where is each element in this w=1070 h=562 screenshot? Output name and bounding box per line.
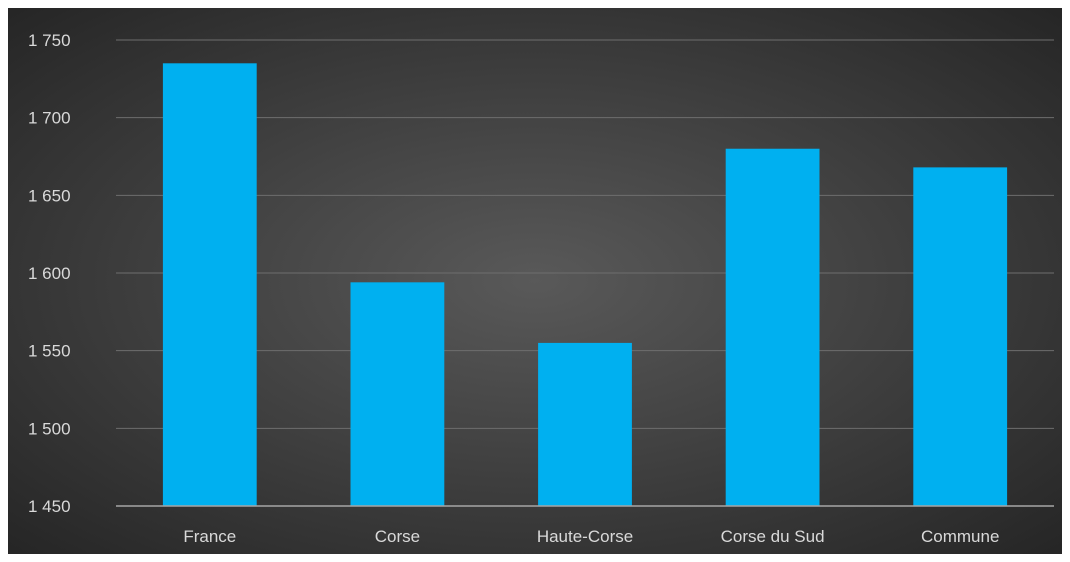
bar-commune [913, 167, 1008, 506]
x-category-label: Corse du Sud [721, 527, 825, 546]
x-category-label: Commune [921, 527, 999, 546]
y-tick-label: 1 500 [28, 419, 71, 438]
chart-container: 1 450 1 500 1 550 1 600 1 650 1 700 1 750 Fran… [8, 8, 1062, 554]
bar-chart: 1 450 1 500 1 550 1 600 1 650 1 700 1 750 Fran… [8, 8, 1062, 554]
x-category-label: France [183, 527, 236, 546]
x-axis-category-labels: France Corse Haute-Corse Corse du Sud Commun… [183, 527, 999, 546]
bars [162, 63, 1008, 507]
bar-france [162, 63, 257, 507]
y-tick-label: 1 750 [28, 31, 71, 50]
y-tick-label: 1 600 [28, 264, 71, 283]
bar-corse-du-sud [725, 148, 820, 506]
y-tick-label: 1 650 [28, 186, 71, 205]
x-category-label: Corse [375, 527, 420, 546]
y-tick-label: 1 700 [28, 109, 71, 128]
x-category-label: Haute-Corse [537, 527, 633, 546]
bar-haute-corse [538, 342, 632, 506]
y-tick-label: 1 550 [28, 342, 71, 361]
bar-corse [350, 282, 445, 506]
y-tick-label: 1 450 [28, 497, 71, 516]
y-axis-tick-labels: 1 450 1 500 1 550 1 600 1 650 1 700 1 750 [28, 31, 71, 516]
